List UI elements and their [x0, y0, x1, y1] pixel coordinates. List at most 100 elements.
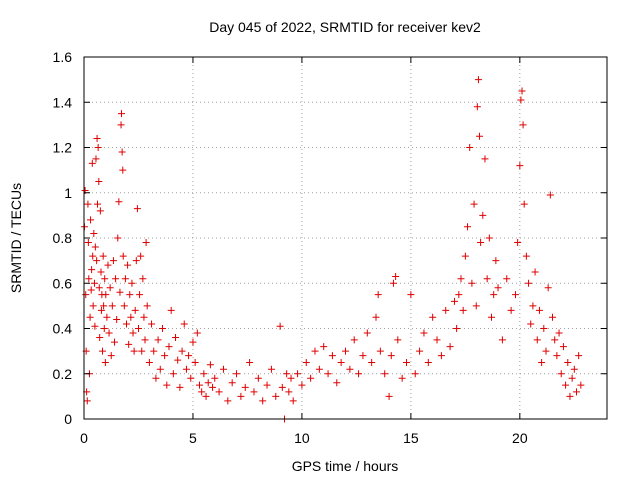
data-point: [94, 200, 102, 208]
data-point: [132, 257, 140, 265]
data-point: [136, 291, 144, 299]
data-point: [224, 397, 232, 405]
data-point: [468, 279, 476, 287]
x-tick-label: 10: [294, 430, 310, 446]
data-point: [455, 291, 463, 299]
data-point: [472, 302, 480, 310]
data-point: [525, 279, 533, 287]
y-tick-label: 1: [64, 185, 72, 201]
data-point: [130, 347, 138, 355]
data-point: [568, 374, 576, 382]
data-point: [437, 352, 445, 360]
data-point: [237, 392, 245, 400]
data-point: [374, 291, 382, 299]
data-point: [117, 121, 125, 129]
data-point: [241, 383, 249, 391]
data-point: [342, 347, 349, 355]
data-point: [464, 223, 472, 231]
data-point: [109, 257, 117, 265]
y-axis-label: SRMTID / TECUs: [8, 183, 24, 293]
data-point: [180, 320, 188, 328]
y-tick-label: 1.2: [53, 140, 73, 156]
data-point: [566, 392, 574, 400]
y-tick-label: 1.4: [53, 94, 73, 110]
data-point: [85, 275, 93, 283]
data-point: [191, 358, 199, 366]
data-point: [389, 279, 397, 287]
data-point: [87, 286, 95, 294]
data-point: [535, 306, 543, 314]
data-point: [259, 397, 267, 405]
data-point: [161, 352, 169, 360]
data-point: [152, 374, 160, 382]
data-point: [575, 352, 583, 360]
data-point: [169, 370, 177, 378]
data-point: [138, 347, 146, 355]
data-point: [165, 343, 173, 351]
data-point: [450, 297, 458, 305]
data-point: [498, 336, 506, 344]
data-point: [520, 200, 528, 208]
data-point: [93, 134, 101, 142]
data-point: [507, 306, 515, 314]
data-point: [125, 340, 133, 348]
data-point: [320, 343, 328, 351]
data-point: [107, 352, 115, 360]
data-point: [474, 76, 482, 84]
data-point: [215, 388, 223, 396]
data-point: [124, 261, 132, 269]
data-point: [93, 257, 101, 265]
data-point: [185, 352, 193, 360]
data-point: [473, 103, 481, 111]
data-point: [403, 358, 411, 366]
data-point: [254, 374, 262, 382]
data-point: [88, 266, 96, 274]
data-point: [278, 383, 286, 391]
data-point: [272, 392, 280, 400]
data-point: [420, 329, 428, 337]
data-point: [337, 358, 345, 366]
x-tick-label: 20: [512, 430, 528, 446]
data-point: [298, 381, 306, 389]
data-point: [99, 347, 107, 355]
data-point: [538, 358, 546, 366]
data-point: [359, 352, 367, 360]
data-point: [105, 329, 113, 337]
y-tick-label: 0.2: [53, 366, 73, 382]
data-point: [134, 325, 142, 332]
data-point: [511, 291, 519, 299]
data-point: [577, 381, 585, 389]
data-point: [128, 279, 136, 287]
data-point: [209, 383, 217, 391]
data-point: [133, 205, 141, 213]
data-point: [187, 374, 195, 382]
data-point: [233, 370, 241, 378]
data-point: [446, 343, 454, 351]
data-point: [111, 338, 119, 346]
data-point: [368, 358, 376, 366]
data-point: [564, 358, 572, 366]
data-point: [195, 381, 203, 389]
data-point: [263, 381, 271, 389]
data-point: [453, 325, 461, 332]
data-point: [100, 325, 108, 332]
data-point: [416, 347, 424, 355]
data-point: [140, 313, 148, 321]
data-point: [522, 252, 530, 260]
data-point: [542, 347, 550, 355]
data-point: [131, 306, 139, 314]
data-point: [527, 320, 535, 328]
data-point: [519, 121, 527, 129]
data-point: [294, 370, 302, 378]
data-point: [328, 352, 336, 360]
x-tick-label: 15: [403, 430, 419, 446]
data-point: [141, 336, 149, 344]
data-point: [289, 397, 297, 405]
data-point: [283, 370, 291, 378]
data-point: [101, 358, 109, 366]
data-point: [477, 239, 485, 247]
data-point: [470, 200, 478, 208]
data-point: [551, 336, 559, 344]
data-point: [116, 288, 124, 296]
